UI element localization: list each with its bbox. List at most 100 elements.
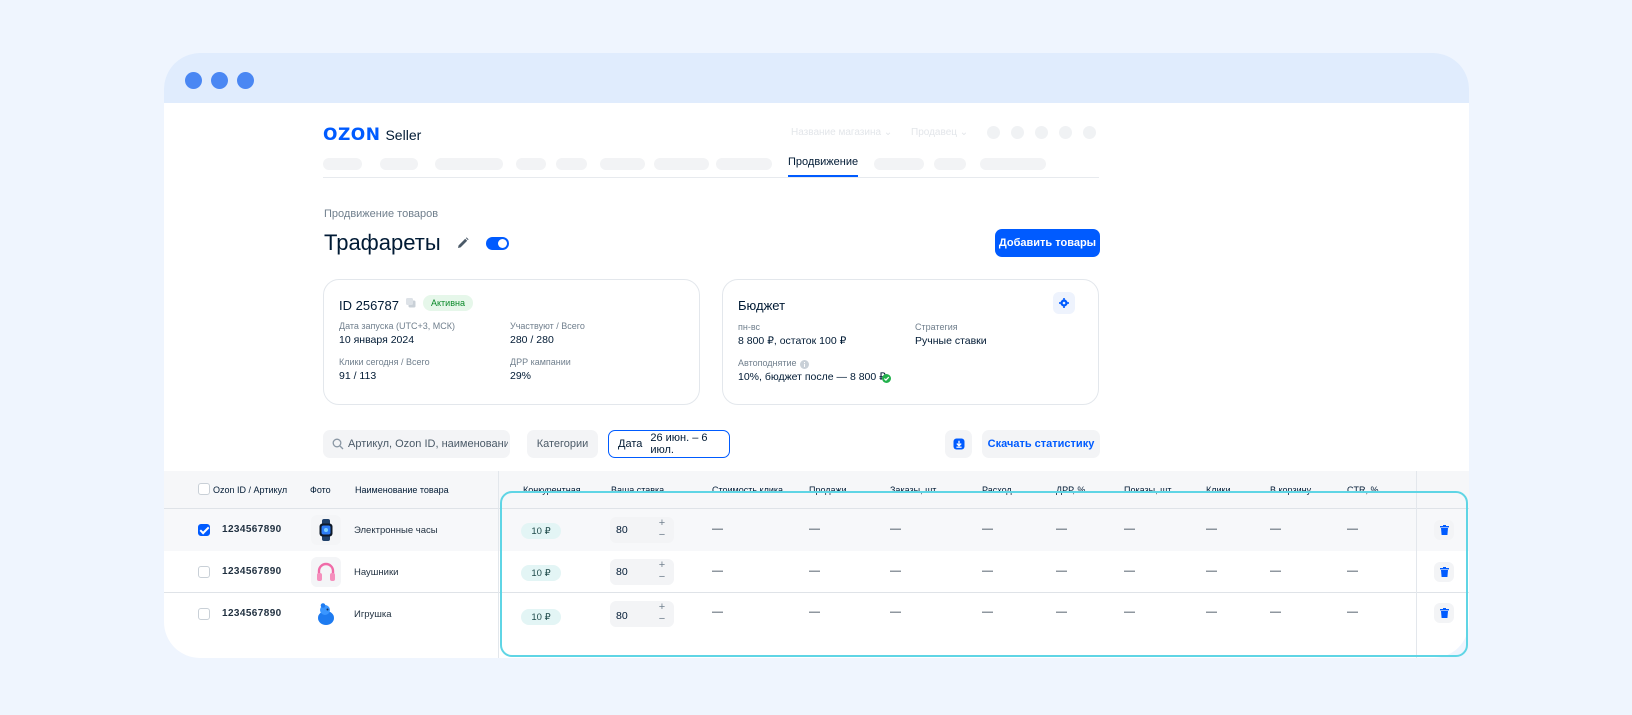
table-row[interactable]: 1234567890 Наушники 10 ₽ 80 + − — — — — … [164,551,1469,593]
nav-item-placeholder[interactable] [874,158,924,170]
select-all-checkbox[interactable] [198,483,210,495]
window-dot-icon[interactable] [237,72,254,89]
impressions-cell: — [1124,565,1135,577]
role-selector[interactable]: Продавец ⌄ [911,127,969,138]
column-header[interactable]: Ваша ставка [611,485,665,495]
nav-item-placeholder[interactable] [516,158,546,170]
headphones-icon [317,562,335,581]
column-header[interactable]: Расход [982,485,1012,495]
download-icon-button[interactable] [945,430,972,458]
plus-icon[interactable]: + [658,559,666,571]
page-title: Трафареты [324,230,441,255]
search-input[interactable] [348,438,508,450]
column-header[interactable]: В корзину [1270,485,1312,495]
bid-stepper[interactable]: 80 + − [610,517,674,543]
window-dot-icon[interactable] [185,72,202,89]
strategy-label: Стратегия [915,322,958,332]
click-cost-cell: — [712,565,723,577]
watch-icon [319,519,333,541]
sales-cell: — [809,523,820,535]
minus-icon[interactable]: − [658,529,666,541]
add-products-button[interactable]: Добавить товары [995,229,1100,257]
nav-item-placeholder[interactable] [980,158,1046,170]
minus-icon[interactable]: − [658,613,666,625]
date-value: 26 июн. – 6 июл. [650,432,708,456]
delete-row-button[interactable] [1434,520,1454,540]
column-header[interactable]: CTR, % [1347,485,1379,495]
row-checkbox[interactable] [198,524,210,536]
search-field[interactable] [323,430,510,458]
product-photo[interactable] [311,557,341,587]
window-titlebar [164,53,1469,103]
product-photo[interactable] [311,599,341,629]
clicks-value: 91 / 113 [339,370,377,382]
store-selector[interactable]: Название магазина ⌄ [791,127,893,138]
column-header[interactable]: Фото [310,485,331,495]
delete-row-button[interactable] [1434,562,1454,582]
bid-stepper[interactable]: 80 + − [610,559,674,585]
logo-product: Seller [385,127,422,143]
nav-item-promotion[interactable]: Продвижение [788,156,859,168]
ctr-cell: — [1347,523,1358,535]
bid-value[interactable]: 80 [616,566,628,578]
toy-icon [318,603,334,625]
campaign-toggle[interactable] [486,237,509,250]
categories-button[interactable]: Категории [527,430,598,458]
header-action-icon[interactable] [1035,126,1048,139]
nav-item-placeholder[interactable] [556,158,587,170]
row-checkbox[interactable] [198,566,210,578]
copy-icon[interactable] [405,297,417,309]
column-header[interactable]: Ozon ID / Артикул [213,485,288,495]
bid-value[interactable]: 80 [616,524,628,536]
nav-divider [323,177,1099,178]
nav-item-placeholder[interactable] [380,158,418,170]
column-header[interactable]: ДРР, % [1056,485,1086,495]
ozon-seller-logo[interactable]: OZON Seller [323,125,421,145]
drr-cell: — [1056,606,1067,618]
table-header [164,471,1469,508]
column-header[interactable]: Продажи [809,485,847,495]
pencil-icon[interactable] [456,236,470,250]
row-checkbox[interactable] [198,608,210,620]
actions-column-divider [1416,471,1417,658]
nav-item-placeholder[interactable] [323,158,362,170]
minus-icon[interactable]: − [658,571,666,583]
trash-icon [1439,525,1449,535]
nav-item-placeholder[interactable] [654,158,709,170]
product-photo[interactable] [311,515,341,545]
column-header[interactable]: Показы, шт [1124,485,1172,495]
plus-icon[interactable]: + [658,517,666,529]
info-icon[interactable] [800,360,809,369]
to-cart-cell: — [1270,523,1281,535]
nav-active-indicator [788,175,858,177]
plus-icon[interactable]: + [658,601,666,613]
spend-cell: — [982,606,993,618]
column-header[interactable]: Стоимость клика [712,485,784,495]
breadcrumb[interactable]: Продвижение товаров [324,208,439,220]
column-header[interactable]: Наименование товара [355,485,449,495]
header-action-icon[interactable] [1059,126,1072,139]
column-header[interactable]: Конкурентная [523,485,581,495]
nav-item-placeholder[interactable] [716,158,772,170]
role-name: Продавец [911,127,957,138]
header-action-icon[interactable] [1083,126,1096,139]
table-row[interactable]: 1234567890 Игрушка 10 ₽ 80 + − — — — — —… [164,593,1469,635]
bid-stepper[interactable]: 80 + − [610,601,674,627]
nav-item-placeholder[interactable] [600,158,645,170]
header-action-icon[interactable] [987,126,1000,139]
orders-cell: — [890,523,901,535]
column-header[interactable]: Заказы, шт [890,485,937,495]
download-statistics-button[interactable]: Скачать статистику [982,430,1100,458]
launch-date-value: 10 января 2024 [339,334,415,346]
table-row[interactable]: 1234567890 Электронные часы 10 ₽ 80 + − … [164,509,1469,551]
column-header[interactable]: Клики [1206,485,1231,495]
date-range-button[interactable]: Дата 26 июн. – 6 июл. [608,430,730,458]
bid-value[interactable]: 80 [616,610,628,622]
budget-settings-button[interactable] [1053,292,1075,314]
nav-item-placeholder[interactable] [435,158,503,170]
window-dot-icon[interactable] [211,72,228,89]
spend-cell: — [982,565,993,577]
delete-row-button[interactable] [1434,603,1454,623]
header-action-icon[interactable] [1011,126,1024,139]
nav-item-placeholder[interactable] [934,158,966,170]
